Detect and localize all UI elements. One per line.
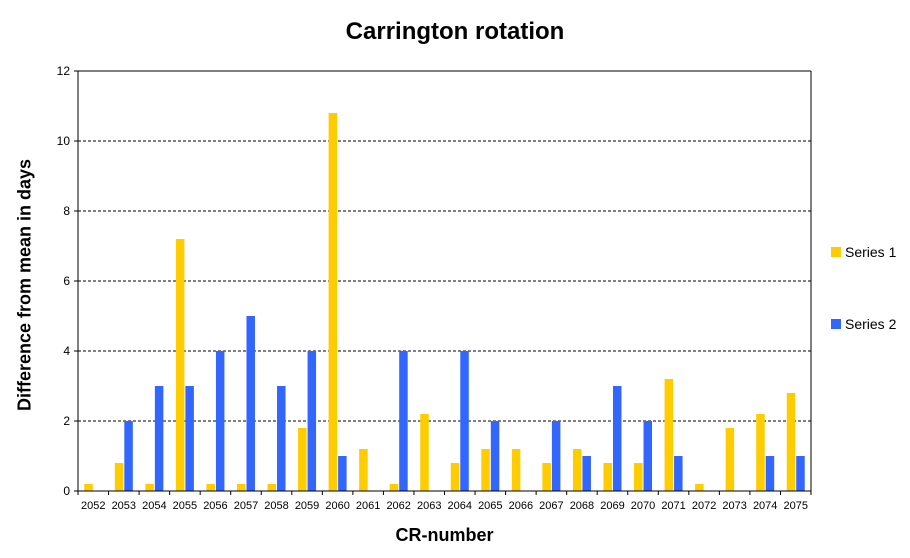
- bar-2-2062: [399, 351, 408, 491]
- bar-1-2067: [542, 463, 551, 491]
- bar-2-2054: [154, 386, 164, 491]
- axes: 0 2 4 6 8 10 12 2052 2053 2054 2055 2056 2057 2058 205…: [57, 64, 812, 512]
- bar-2-2064: [460, 351, 469, 491]
- x-tick-label-2053: 2053: [112, 500, 136, 512]
- x-tick-label-2063: 2063: [417, 500, 441, 512]
- bar-1-2063: [420, 414, 429, 491]
- y-tick-label-10: 10: [57, 134, 71, 148]
- bar-1-2052: [84, 484, 93, 491]
- legend-item-series-2: Series 2: [831, 316, 896, 332]
- y-tick-label-12: 12: [57, 64, 71, 78]
- x-tick-label-2059: 2059: [295, 500, 319, 512]
- legend-label-series-1: Series 1: [845, 244, 897, 260]
- bar-2-2053: [124, 421, 133, 491]
- bar-2-2058: [277, 386, 286, 491]
- bars: [84, 113, 805, 491]
- bar-1-2065: [481, 449, 490, 491]
- x-tick-label-2064: 2064: [448, 500, 472, 512]
- x-axis-label: CR-number: [395, 525, 494, 545]
- y-tick-label-8: 8: [63, 204, 70, 218]
- x-tick-label-2054: 2054: [142, 500, 166, 512]
- bar-2-2070: [643, 421, 653, 491]
- x-tick-label-2066: 2066: [509, 500, 533, 512]
- bar-1-2073: [725, 428, 735, 491]
- bar-1-2058: [267, 484, 277, 491]
- bar-1-2056: [206, 484, 215, 491]
- bar-2-2065: [490, 421, 500, 491]
- bar-1-2069: [603, 463, 612, 491]
- x-tick-label-2056: 2056: [203, 500, 227, 512]
- bar-1-2074: [756, 414, 765, 491]
- bar-1-2054: [145, 484, 154, 491]
- x-tick-label-2070: 2070: [631, 500, 655, 512]
- x-tick-label-2052: 2052: [81, 500, 105, 512]
- x-tick-label-2062: 2062: [386, 500, 410, 512]
- bar-2-2056: [215, 351, 225, 491]
- gridlines: [78, 70, 811, 422]
- bar-1-2057: [236, 484, 246, 491]
- bar-2-2074: [765, 456, 775, 491]
- bar-2-2067: [551, 421, 561, 491]
- bar-1-2062: [389, 484, 399, 491]
- legend-item-series-1: Series 1: [831, 244, 896, 260]
- x-tick-label-2060: 2060: [325, 500, 349, 512]
- y-tick-label-0: 0: [63, 484, 70, 498]
- legend-swatch-series-2: [831, 319, 841, 329]
- y-tick-label-4: 4: [63, 344, 70, 358]
- bar-1-2061: [359, 449, 368, 491]
- legend-label-series-2: Series 2: [845, 316, 897, 332]
- bar-2-2055: [185, 386, 194, 491]
- bar-1-2068: [572, 449, 582, 491]
- x-tick-label-2058: 2058: [264, 500, 288, 512]
- bar-1-2075: [786, 393, 796, 491]
- bar-1-2055: [175, 239, 185, 491]
- bar-2-2071: [674, 456, 683, 491]
- y-axis-label: Difference from mean in days: [14, 158, 35, 412]
- bar-1-2059: [298, 428, 307, 491]
- x-tick-label-2072: 2072: [692, 500, 716, 512]
- x-tick-label-2069: 2069: [600, 500, 624, 512]
- x-tick-label-2061: 2061: [356, 500, 380, 512]
- x-tick-label-2071: 2071: [661, 500, 685, 512]
- bar-1-2071: [664, 379, 674, 491]
- bar-1-2053: [114, 463, 124, 491]
- bar-1-2072: [695, 484, 704, 491]
- bar-1-2064: [450, 463, 460, 491]
- bar-2-2068: [582, 456, 591, 491]
- y-tick-label-2: 2: [63, 414, 70, 428]
- bar-2-2059: [307, 351, 317, 491]
- x-tick-label-2065: 2065: [478, 500, 502, 512]
- x-tick-label-2074: 2074: [753, 500, 777, 512]
- x-tick-label-2067: 2067: [539, 500, 563, 512]
- bar-2-2075: [796, 456, 805, 491]
- bar-2-2057: [246, 316, 255, 491]
- bar-2-2069: [612, 386, 622, 491]
- bar-2-2060: [338, 456, 347, 491]
- x-tick-label-2075: 2075: [783, 500, 807, 512]
- y-tick-label-6: 6: [63, 274, 70, 288]
- x-tick-label-2055: 2055: [173, 500, 197, 512]
- bar-1-2066: [511, 449, 521, 491]
- x-tick-label-2057: 2057: [234, 500, 258, 512]
- chart-title: Carrington rotation: [345, 18, 565, 45]
- bar-1-2060: [328, 113, 338, 491]
- x-tick-label-2073: 2073: [722, 500, 746, 512]
- legend-swatch-series-1: [831, 247, 841, 257]
- x-tick-label-2068: 2068: [570, 500, 594, 512]
- bar-1-2070: [634, 463, 643, 491]
